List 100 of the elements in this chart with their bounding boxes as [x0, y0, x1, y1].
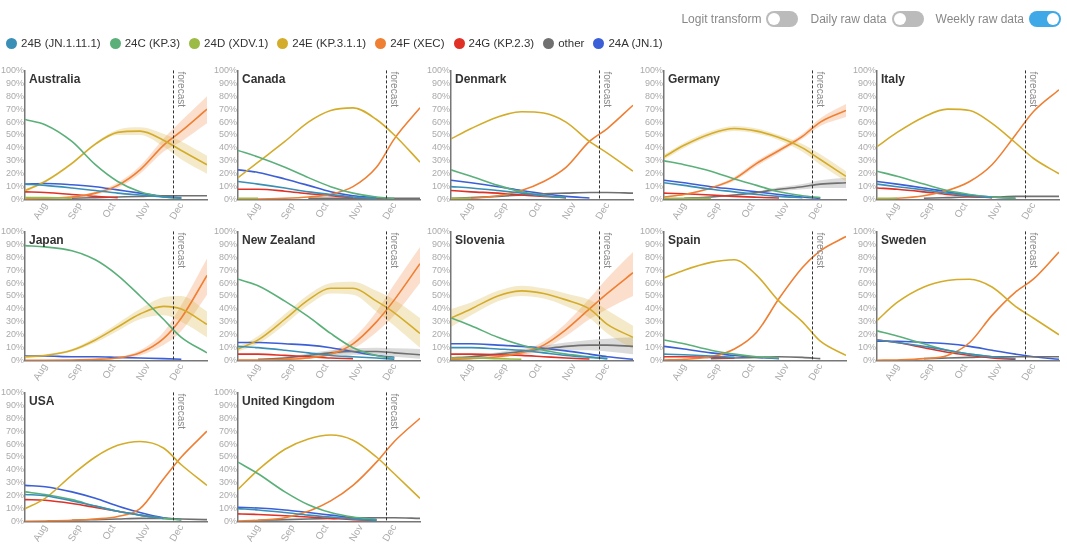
y-tick-label: 50% [219, 451, 238, 462]
y-tick-label: 90% [645, 238, 664, 249]
y-tick-label: 100% [852, 225, 877, 236]
y-tick-label: 30% [858, 316, 877, 327]
y-tick-label: 70% [6, 425, 25, 436]
x-tick-label: Sep [65, 200, 85, 222]
y-tick-label: 60% [645, 116, 664, 127]
y-tick-label: 0% [11, 516, 25, 527]
y-tick-label: 80% [858, 90, 877, 101]
x-tick-label: Dec [1019, 361, 1038, 383]
x-tick-label: Dec [593, 361, 612, 383]
y-tick-label: 20% [645, 168, 664, 179]
legend-label: 24E (KP.3.1.1) [292, 37, 367, 49]
y-tick-label: 80% [645, 90, 664, 101]
y-tick-label: 50% [645, 290, 664, 301]
y-tick-label: 90% [219, 77, 238, 88]
x-tick-label: Sep [491, 361, 511, 383]
y-tick-label: 30% [645, 155, 664, 166]
x-tick-label: Aug [30, 200, 50, 222]
y-tick-label: 30% [219, 316, 238, 327]
y-tick-label: 90% [6, 399, 25, 410]
y-tick-label: 50% [6, 451, 25, 462]
legend-label: other [558, 37, 585, 49]
chart-title: Germany [668, 71, 721, 86]
x-tick-label: Oct [739, 361, 757, 381]
y-tick-label: 40% [432, 142, 451, 153]
y-tick-label: 70% [858, 103, 877, 114]
x-tick-label: Oct [739, 200, 757, 220]
x-tick-label: Dec [593, 200, 612, 222]
ref-line-label: forecast [175, 232, 187, 269]
x-tick-label: Sep [917, 361, 937, 383]
y-tick-label: 70% [432, 103, 451, 114]
x-tick-label: Sep [704, 361, 724, 383]
y-tick-label: 0% [11, 355, 25, 366]
chart-title: New Zealand [242, 232, 316, 247]
y-tick-label: 20% [858, 168, 877, 179]
x-tick-label: Aug [456, 200, 476, 222]
x-tick-label: Oct [100, 361, 118, 381]
y-tick-label: 30% [6, 155, 25, 166]
y-tick-label: 100% [0, 225, 25, 236]
x-tick-label: Oct [952, 361, 970, 381]
y-tick-label: 50% [432, 290, 451, 301]
x-tick-label: Aug [30, 522, 50, 544]
y-tick-label: 10% [6, 181, 25, 192]
y-tick-label: 30% [6, 477, 25, 488]
y-tick-label: 50% [6, 290, 25, 301]
y-tick-label: 50% [6, 129, 25, 140]
y-tick-label: 90% [858, 77, 877, 88]
y-tick-label: 80% [6, 412, 25, 423]
y-tick-label: 70% [6, 264, 25, 275]
y-tick-label: 90% [645, 77, 664, 88]
y-tick-label: 70% [219, 425, 238, 436]
y-tick-label: 60% [219, 277, 238, 288]
legend-label: 24F (XEC) [390, 37, 445, 49]
x-tick-label: Oct [526, 361, 544, 381]
y-tick-label: 100% [213, 386, 238, 397]
y-tick-label: 90% [432, 238, 451, 249]
y-tick-label: 50% [858, 129, 877, 140]
y-tick-label: 0% [224, 355, 238, 366]
y-tick-label: 70% [219, 264, 238, 275]
x-tick-label: Dec [380, 361, 399, 383]
y-tick-label: 80% [858, 251, 877, 262]
y-tick-label: 20% [219, 168, 238, 179]
chart-title: Denmark [455, 71, 507, 86]
y-tick-label: 100% [639, 225, 664, 236]
y-tick-label: 20% [6, 168, 25, 179]
y-tick-label: 40% [219, 464, 238, 475]
y-tick-label: 100% [426, 225, 451, 236]
x-tick-label: Dec [380, 200, 399, 222]
text: Daily raw data [810, 12, 887, 26]
y-tick-label: 70% [219, 103, 238, 114]
y-tick-label: 50% [432, 129, 451, 140]
y-tick-label: 0% [650, 194, 664, 205]
y-tick-label: 10% [219, 342, 238, 353]
y-tick-label: 50% [645, 129, 664, 140]
y-tick-label: 40% [645, 303, 664, 314]
y-tick-label: 30% [432, 316, 451, 327]
y-tick-label: 80% [645, 251, 664, 262]
y-tick-label: 10% [432, 342, 451, 353]
y-tick-label: 70% [645, 264, 664, 275]
y-tick-label: 50% [219, 129, 238, 140]
y-tick-label: 10% [219, 181, 238, 192]
chart-title: Sweden [881, 232, 927, 247]
x-tick-label: Aug [243, 522, 263, 544]
x-tick-label: Aug [882, 200, 902, 222]
y-tick-label: 80% [219, 412, 238, 423]
y-tick-label: 40% [6, 464, 25, 475]
x-tick-label: Aug [669, 200, 689, 222]
y-tick-label: 60% [858, 277, 877, 288]
y-tick-label: 0% [437, 194, 451, 205]
y-tick-label: 90% [6, 238, 25, 249]
ref-line-label: forecast [1027, 232, 1039, 269]
x-tick-label: Oct [952, 200, 970, 220]
ref-line-label: forecast [388, 393, 400, 430]
x-tick-label: Aug [456, 361, 476, 383]
ref-line-label: forecast [601, 232, 613, 269]
x-tick-label: Dec [806, 200, 825, 222]
x-tick-label: Dec [167, 200, 186, 222]
y-tick-label: 40% [858, 303, 877, 314]
chart-title: Australia [29, 71, 81, 86]
